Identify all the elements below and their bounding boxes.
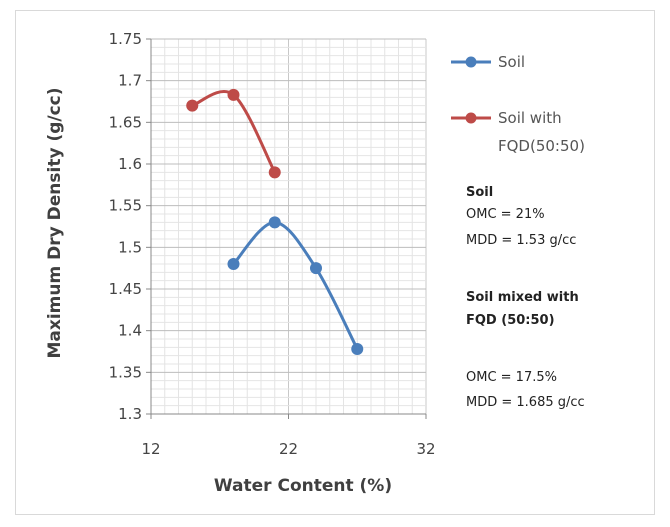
y-tick-label: 1.4 xyxy=(118,322,142,340)
data-point xyxy=(268,166,281,179)
x-tick-label: 22 xyxy=(279,440,298,458)
gridlines xyxy=(150,38,427,415)
tick-labels: 1.3 1.35 1.4 1.45 1.5 1.55 1.6 1.65 1.7 1.75 12 22 3… xyxy=(109,30,436,458)
y-tick-label: 1.65 xyxy=(109,113,142,131)
data-point xyxy=(227,258,240,270)
legend: Soil Soil with FQD(50:50) xyxy=(451,53,585,155)
y-tick-label: 1.5 xyxy=(118,238,142,256)
y-tick-label: 1.45 xyxy=(109,280,142,298)
legend-label-soil: Soil xyxy=(498,53,525,71)
note-mix-mdd: MDD = 1.685 g/cc xyxy=(466,395,585,410)
y-tick-label: 1.75 xyxy=(109,30,142,48)
chart-frame: 1.3 1.35 1.4 1.45 1.5 1.55 1.6 1.65 1.7 1.75 12 22 3… xyxy=(15,10,655,515)
y-tick-label: 1.6 xyxy=(118,155,142,173)
y-tick-label: 1.7 xyxy=(118,72,142,90)
annotation-block: Soil OMC = 21% MDD = 1.53 g/cc Soil mixe… xyxy=(466,185,585,410)
x-axis-title: Water Content (%) xyxy=(214,476,392,496)
legend-marker-soil xyxy=(465,56,477,68)
note-soil-heading: Soil xyxy=(466,185,493,200)
y-axis-title: Maximum Dry Density (g/cc) xyxy=(45,87,65,358)
y-tick-label: 1.55 xyxy=(109,197,142,215)
x-tick-label: 32 xyxy=(416,440,435,458)
data-point xyxy=(186,99,199,112)
y-tick-label: 1.3 xyxy=(118,405,142,423)
series-line-0 xyxy=(232,220,359,350)
legend-label-soil-fqd-line2: FQD(50:50) xyxy=(498,137,585,155)
note-soil-omc: OMC = 21% xyxy=(466,207,545,222)
note-soil-mdd: MDD = 1.53 g/cc xyxy=(466,233,576,248)
line-chart: 1.3 1.35 1.4 1.45 1.5 1.55 1.6 1.65 1.7 1.75 12 22 3… xyxy=(45,30,585,496)
x-tick-label: 12 xyxy=(141,440,160,458)
y-tick-label: 1.35 xyxy=(109,363,142,381)
note-mix-omc: OMC = 17.5% xyxy=(466,370,557,385)
legend-marker-soil-fqd xyxy=(465,112,477,124)
data-point xyxy=(310,262,322,275)
data-point xyxy=(227,88,240,101)
data-point xyxy=(268,216,281,229)
note-mix-heading-2: FQD (50:50) xyxy=(466,313,555,328)
data-point xyxy=(351,343,364,355)
data-series xyxy=(186,88,364,355)
legend-label-soil-fqd-line1: Soil with xyxy=(498,109,562,127)
note-mix-heading-1: Soil mixed with xyxy=(466,290,579,305)
